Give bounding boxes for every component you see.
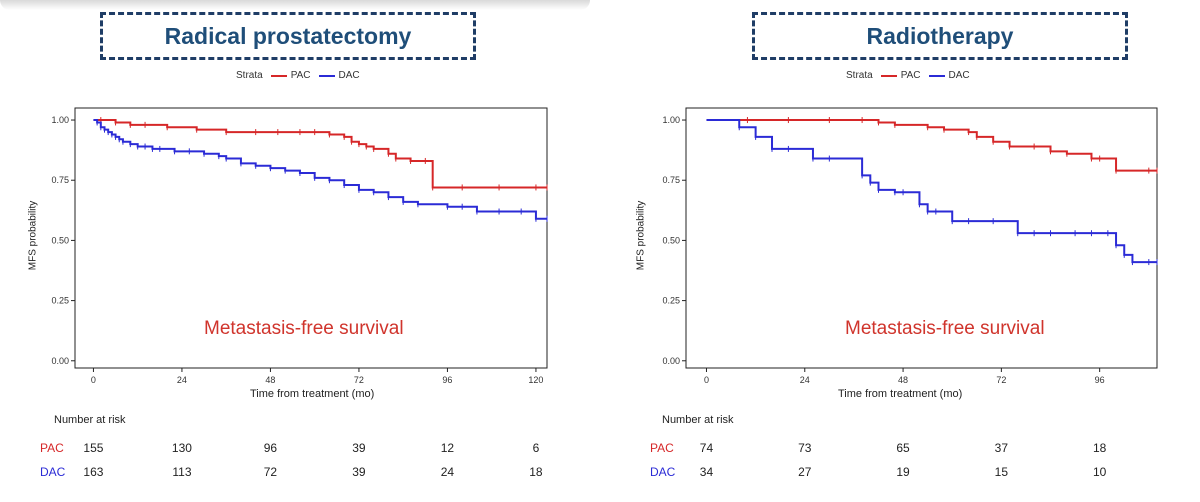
legend-swatch-pac: [270, 74, 287, 77]
risk-value-pac: 39: [352, 441, 366, 455]
legend-label-pac: PAC: [900, 70, 921, 81]
km-curve-dac: [93, 119, 547, 220]
plot-frame: [685, 107, 1158, 369]
risk-row-label-pac: PAC: [40, 441, 64, 455]
x-tick-label: 0: [704, 375, 709, 385]
km-curve-pac: [706, 119, 1157, 172]
risk-value-dac: 10: [1092, 465, 1107, 479]
y-tick-label: 0.75: [51, 175, 69, 185]
y-axis-label: MFS probability: [635, 200, 647, 271]
km-curve-pac: [93, 119, 547, 189]
risk-value-pac: 37: [994, 441, 1009, 455]
legend-swatch-dac: [318, 74, 335, 77]
risk-value-pac: 74: [699, 441, 714, 455]
risk-value-pac: 96: [263, 441, 278, 455]
risk-table-title: Number at risk: [54, 414, 126, 426]
x-tick-label: 96: [442, 375, 452, 385]
risk-value-pac: 18: [1092, 441, 1107, 455]
km-curve-dac: [706, 119, 1157, 264]
legend-swatch-dac: [928, 74, 945, 77]
x-axis-label: Time from treatment (mo): [838, 388, 963, 400]
risk-value-dac: 15: [994, 465, 1009, 479]
risk-value-dac: 27: [798, 465, 812, 479]
legend-label-dac: DAC: [948, 70, 970, 81]
panel-title-radiotherapy: Radiotherapy: [752, 12, 1128, 60]
panel-title-radical-prostatectomy: Radical prostatectomy: [100, 12, 476, 60]
risk-value-dac: 163: [83, 465, 104, 479]
x-axis-label: Time from treatment (mo): [250, 388, 375, 400]
x-tick-label: 24: [177, 375, 187, 385]
risk-value-dac: 24: [440, 465, 455, 479]
legend-label-dac: DAC: [338, 70, 360, 81]
risk-table-title: Number at risk: [662, 414, 734, 426]
risk-row-label-pac: PAC: [650, 441, 674, 455]
x-tick-label: 72: [996, 375, 1006, 385]
legend: Strata PAC DAC: [846, 70, 970, 81]
risk-value-pac: 155: [83, 441, 104, 455]
x-tick-label: 120: [528, 375, 543, 385]
risk-row-label-dac: DAC: [40, 465, 66, 479]
risk-value-pac: 6: [532, 441, 540, 455]
risk-value-pac: 65: [896, 441, 910, 455]
y-tick-label: 0.00: [662, 356, 680, 366]
x-tick-label: 48: [898, 375, 908, 385]
annotation-metastasis-free-survival: Metastasis-free survival: [845, 318, 1045, 339]
top-shadow: [0, 0, 590, 10]
y-axis-label: MFS probability: [27, 200, 39, 271]
risk-value-dac: 19: [896, 465, 910, 479]
legend: Strata PAC DAC: [236, 70, 360, 81]
risk-value-pac: 130: [171, 441, 192, 455]
y-tick-label: 0.25: [662, 296, 680, 306]
x-tick-label: 72: [354, 375, 364, 385]
legend-label-pac: PAC: [290, 70, 311, 81]
risk-value-pac: 12: [440, 441, 455, 455]
risk-value-dac: 18: [529, 465, 543, 479]
risk-value-dac: 34: [699, 465, 714, 479]
y-tick-label: 0.25: [51, 296, 69, 306]
y-tick-label: 1.00: [51, 115, 69, 125]
y-tick-label: 1.00: [662, 115, 680, 125]
y-tick-label: 0.50: [662, 235, 680, 245]
annotation-metastasis-free-survival: Metastasis-free survival: [204, 318, 404, 339]
x-tick-label: 0: [91, 375, 96, 385]
y-tick-label: 0.75: [662, 175, 680, 185]
legend-title: Strata: [236, 70, 263, 81]
x-tick-label: 48: [265, 375, 275, 385]
y-tick-label: 0.00: [51, 356, 69, 366]
risk-value-dac: 113: [172, 465, 192, 479]
legend-title: Strata: [846, 70, 873, 81]
x-tick-label: 24: [800, 375, 810, 385]
x-tick-label: 96: [1095, 375, 1105, 385]
risk-value-dac: 39: [352, 465, 366, 479]
risk-row-label-dac: DAC: [650, 465, 676, 479]
legend-swatch-pac: [880, 74, 897, 77]
risk-value-dac: 72: [263, 465, 278, 479]
plot-frame: [74, 107, 548, 369]
y-tick-label: 0.50: [51, 235, 69, 245]
risk-value-pac: 73: [798, 441, 812, 455]
